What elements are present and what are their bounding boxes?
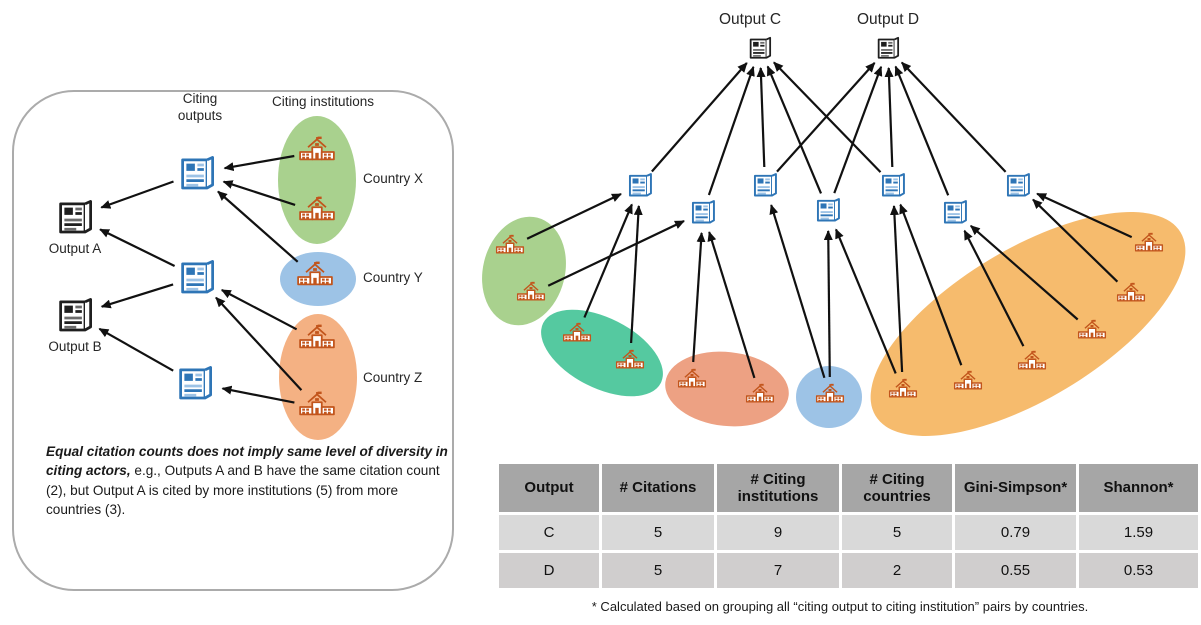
right-citing-output-7-icon [1006, 173, 1030, 197]
citation-arrow-lgx2-lc1 [222, 180, 296, 206]
left-citing-output-1-icon [181, 156, 214, 190]
citation-arrow-s1-c2 [692, 232, 706, 363]
output-a-icon [59, 200, 92, 234]
citation-arrow-lc2-outA [99, 228, 176, 267]
output-d-icon [877, 36, 900, 59]
table-header-cell: # Citations [602, 464, 714, 512]
citation-arrow-o3-c6 [963, 229, 1025, 347]
citation-arrow-b1-c3 [769, 204, 826, 379]
citation-arrow-c1-outC [651, 62, 748, 173]
table-cell: 9 [717, 515, 839, 550]
citation-arrow-t1-c1 [583, 203, 633, 318]
citation-arrow-s2-c2 [707, 231, 756, 379]
output-b-label: Output B [48, 339, 102, 354]
citation-arrow-c3-outD [776, 62, 876, 173]
table-cell: D [499, 553, 599, 588]
citation-arrow-o6-c7 [1036, 192, 1133, 239]
table-header-cell: Gini-Simpson* [955, 464, 1076, 512]
table-row-D: D 5 7 2 0.55 0.53 [499, 553, 1198, 588]
left-panel [12, 90, 454, 591]
country-z-ellipse [279, 314, 357, 440]
caption-emphasis: Equal citation counts does not imply sam… [46, 444, 448, 479]
citation-arrow-loz1-lc2 [220, 289, 298, 331]
citation-arrow-loz2-lc3 [221, 385, 295, 404]
citation-arrow-loz2-lc2 [215, 296, 303, 391]
explanation-caption: Equal citation counts does not imply sam… [46, 442, 448, 519]
caption-body: e.g., Outputs A and B have the same cita… [46, 463, 440, 517]
table-header-row: Output # Citations # Citing institutions # … [499, 464, 1198, 512]
left-citing-output-2-icon [181, 260, 214, 294]
citing-institutions-header: Citing institutions [271, 94, 375, 109]
country-x-label: Country X [363, 171, 424, 186]
country-z-label: Country Z [363, 370, 423, 385]
citation-arrow-c7-outD [901, 61, 1007, 173]
citation-arrow-lgx1-lc1 [223, 154, 295, 172]
citing-outputs-header: Citing outputs [177, 91, 223, 123]
citation-arrow-c5-outD [884, 67, 894, 168]
right-teal-country-ellipse [541, 309, 663, 397]
output-d-label: Output D [856, 11, 920, 28]
citation-arrow-c4-outD [833, 65, 883, 194]
table-cell: 0.53 [1079, 553, 1198, 588]
table-cell: C [499, 515, 599, 550]
table-cell: 5 [602, 553, 714, 588]
right-citing-output-1-icon [628, 173, 652, 197]
table-cell: 0.79 [955, 515, 1076, 550]
output-a-label: Output A [48, 241, 102, 256]
table-header-cell: # Citing countries [842, 464, 952, 512]
table-cell: 2 [842, 553, 952, 588]
country-x-ellipse [278, 116, 356, 244]
right-citing-output-6-icon [943, 200, 967, 224]
table-row-C: C 5 9 5 0.79 1.59 [499, 515, 1198, 550]
citation-arrow-o5-c7 [1032, 198, 1119, 283]
citation-arrow-c4-outC [766, 65, 823, 194]
citation-arrow-t2-c1 [630, 205, 643, 344]
citation-arrow-lby-lc1 [217, 190, 299, 263]
right-salmon-country-ellipse [665, 351, 789, 427]
citation-arrow-c3-outC [756, 67, 766, 168]
right-citing-output-4-icon [816, 198, 840, 222]
table-header-cell: # Citing institutions [717, 464, 839, 512]
right-citing-output-2-icon [691, 200, 715, 224]
citation-arrow-g2-c2 [547, 220, 685, 287]
citation-arrow-c6-outD [894, 65, 950, 196]
output-c-icon [749, 36, 772, 59]
citation-arrow-b1-c4 [823, 230, 833, 378]
citation-arrow-o1-c4 [834, 228, 897, 374]
table-cell: 7 [717, 553, 839, 588]
citation-arrow-o1-c5 [889, 205, 904, 373]
country-y-label: Country Y [363, 270, 423, 285]
table-header-cell: Output [499, 464, 599, 512]
table-cell: 1.59 [1079, 515, 1198, 550]
right-orange-country-ellipse [870, 212, 1186, 436]
citation-arrow-lc2-outB [100, 283, 174, 309]
table-footnote: * Calculated based on grouping all “citi… [591, 599, 1089, 614]
citation-arrow-o2-c5 [899, 203, 963, 366]
citation-arrow-o4-c6 [970, 224, 1079, 321]
table-cell: 0.55 [955, 553, 1076, 588]
left-citing-output-3-icon [179, 366, 212, 400]
table-cell: 5 [602, 515, 714, 550]
output-c-label: Output C [718, 11, 782, 28]
citation-arrow-c2-outC [707, 65, 755, 196]
citation-arrow-lc3-outB [98, 327, 174, 372]
citation-arrow-g1-c1 [526, 193, 622, 240]
right-citing-output-5-icon [881, 173, 905, 197]
citation-arrow-lc1-outA [100, 180, 174, 209]
right-citing-output-3-icon [753, 173, 777, 197]
table-header-cell: Shannon* [1079, 464, 1198, 512]
diversity-stats-table: Output # Citations # Citing institutions # … [496, 461, 1201, 591]
table-cell: 5 [842, 515, 952, 550]
output-b-icon [59, 298, 92, 332]
